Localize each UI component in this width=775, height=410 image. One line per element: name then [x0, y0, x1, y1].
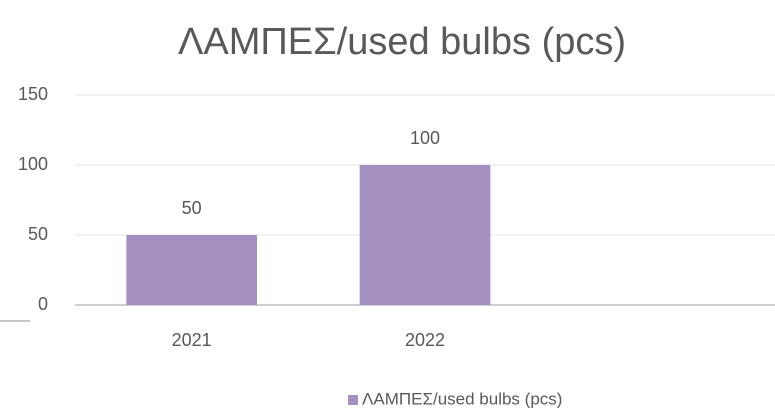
- data-label: 50: [182, 198, 202, 218]
- x-tick-label: 2021: [172, 330, 212, 350]
- legend-swatch: [348, 395, 358, 405]
- y-tick-label: 150: [18, 84, 48, 104]
- data-label: 100: [410, 128, 440, 148]
- legend-label: ΛΑΜΠΕΣ/used bulbs (pcs): [362, 389, 562, 408]
- y-tick-label: 0: [38, 294, 48, 314]
- x-tick-label: 2022: [405, 330, 445, 350]
- bar: [359, 165, 491, 305]
- y-tick-label: 100: [18, 154, 48, 174]
- chart-title: ΛΑΜΠΕΣ/used bulbs (pcs): [178, 21, 626, 63]
- y-tick-label: 50: [28, 224, 48, 244]
- bar: [126, 235, 257, 305]
